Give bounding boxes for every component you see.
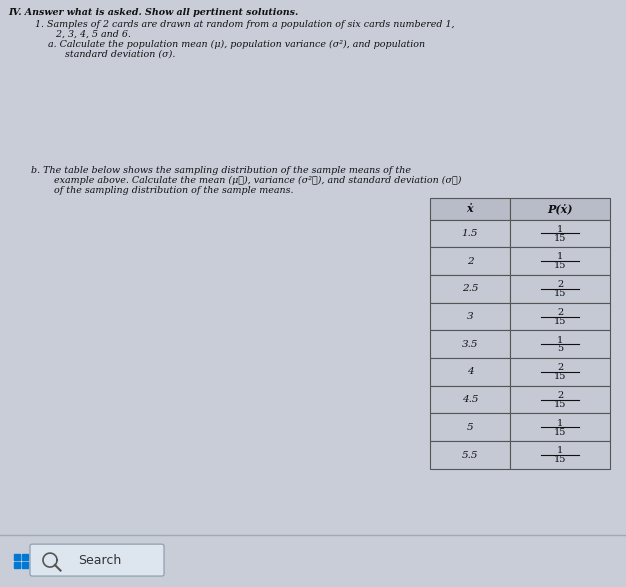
Bar [510,413,610,441]
Bar [430,303,510,330]
Text: example above. Calculate the mean (μᶋ), variance (σ²ᶋ), and standard deviation (: example above. Calculate the mean (μᶋ), … [36,176,461,185]
Bar [430,386,510,413]
Text: a. Calculate the population mean (μ), population variance (σ²), and population: a. Calculate the population mean (μ), po… [30,39,425,49]
Bar [430,358,510,386]
Text: 4.5: 4.5 [462,395,478,404]
Bar [14,554,20,560]
Text: P(ẋ): P(ẋ) [547,203,573,214]
Text: 5: 5 [557,345,563,353]
Bar [14,562,20,568]
Bar [510,386,610,413]
Bar [510,441,610,469]
Text: 2, 3, 4, 5 and 6.: 2, 3, 4, 5 and 6. [38,30,131,39]
Text: 1. Samples of 2 cards are drawn at random from a population of six cards numbere: 1. Samples of 2 cards are drawn at rando… [26,20,454,29]
Text: 15: 15 [554,400,566,409]
Text: 15: 15 [554,234,566,242]
Text: 5.5: 5.5 [462,451,478,460]
Text: 15: 15 [554,261,566,271]
Bar [22,562,28,568]
Text: 2: 2 [557,391,563,400]
Bar [510,220,610,247]
Text: of the sampling distribution of the sample means.: of the sampling distribution of the samp… [36,186,294,195]
Text: 1: 1 [557,225,563,234]
Text: 2: 2 [467,257,473,266]
Text: 2: 2 [557,308,563,317]
Bar [510,330,610,358]
Bar [510,303,610,330]
Text: 1.5: 1.5 [462,229,478,238]
Bar [430,413,510,441]
Text: 5: 5 [467,423,473,432]
Text: 1: 1 [557,336,563,345]
Text: 2.5: 2.5 [462,284,478,294]
Bar [430,247,510,275]
Text: 15: 15 [554,427,566,437]
Text: 1: 1 [557,252,563,261]
Text: standard deviation (σ).: standard deviation (σ). [38,49,175,59]
Text: 3.5: 3.5 [462,340,478,349]
Text: 15: 15 [554,317,566,326]
Bar [430,198,510,220]
Bar [510,275,610,303]
Bar [430,441,510,469]
Text: 4: 4 [467,367,473,376]
Text: 15: 15 [554,289,566,298]
Text: b. The table below shows the sampling distribution of the sample means of the: b. The table below shows the sampling di… [22,166,411,175]
Bar [430,330,510,358]
Text: 15: 15 [554,372,566,381]
Text: IV. Answer what is asked. Show all pertinent solutions.: IV. Answer what is asked. Show all perti… [8,8,298,17]
Bar [22,554,28,560]
Text: Search: Search [78,554,121,566]
Bar [510,358,610,386]
Text: 1: 1 [557,446,563,456]
Bar [430,275,510,303]
Text: 15: 15 [554,456,566,464]
FancyBboxPatch shape [30,544,164,576]
Bar [430,220,510,247]
Text: 2: 2 [557,363,563,372]
Text: 3: 3 [467,312,473,321]
Text: 1: 1 [557,419,563,428]
Bar [510,247,610,275]
Bar [510,198,610,220]
Text: ẋ: ẋ [467,203,473,214]
Text: 2: 2 [557,280,563,289]
